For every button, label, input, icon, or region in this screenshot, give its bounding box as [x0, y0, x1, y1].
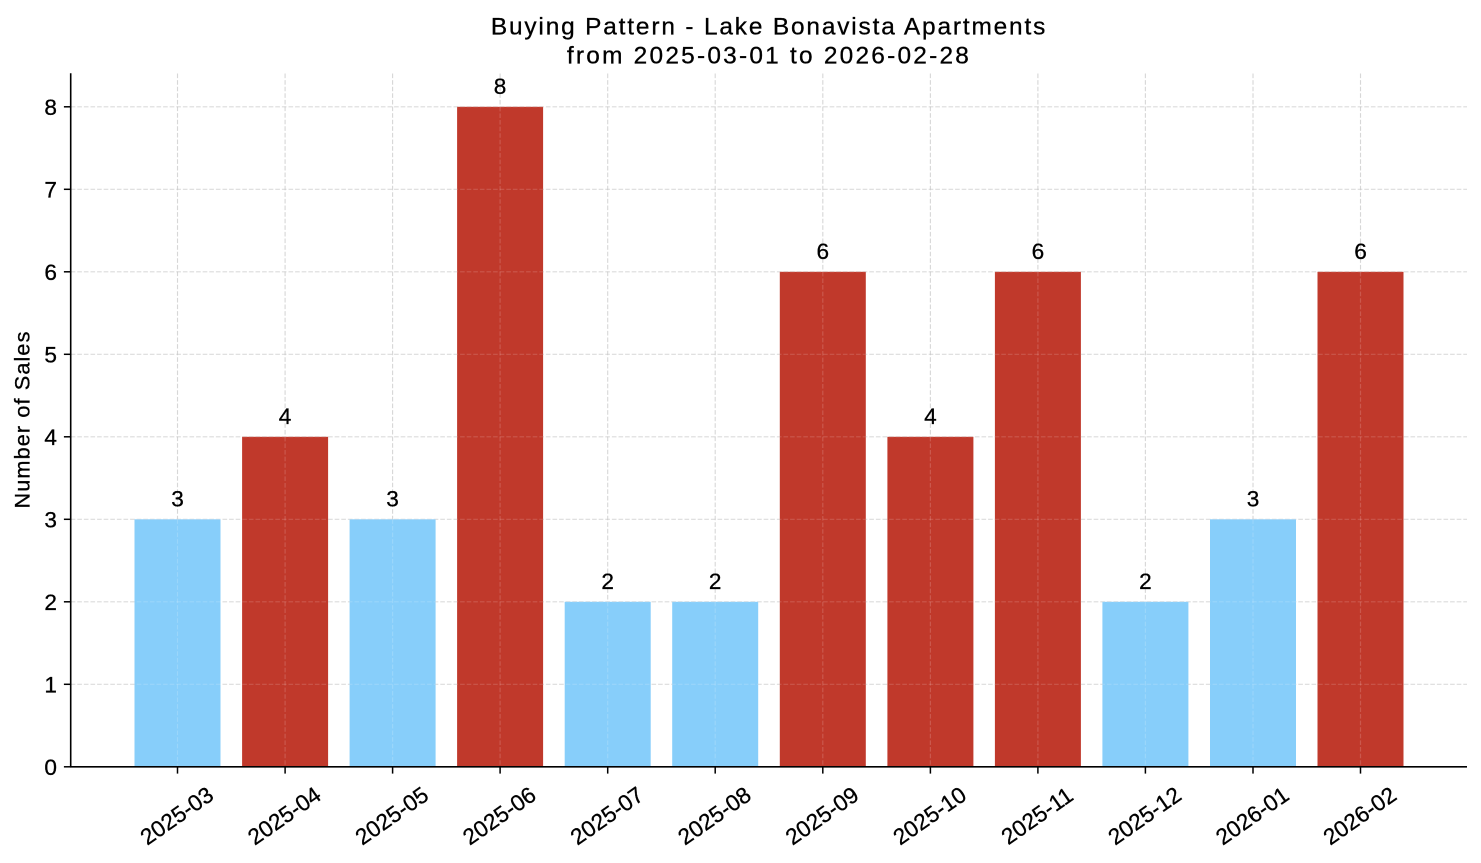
svg-text:from 2025-03-01 to 2026-02-28: from 2025-03-01 to 2026-02-28 [567, 43, 971, 70]
svg-text:2: 2 [601, 569, 614, 594]
svg-text:6: 6 [1354, 239, 1367, 264]
svg-text:7: 7 [44, 177, 57, 202]
svg-text:2: 2 [44, 590, 57, 615]
svg-text:2: 2 [709, 569, 722, 594]
svg-text:3: 3 [44, 507, 57, 532]
svg-text:0: 0 [44, 755, 57, 780]
svg-text:Number of Sales: Number of Sales [10, 330, 35, 508]
svg-text:6: 6 [1032, 239, 1045, 264]
svg-text:1: 1 [44, 672, 57, 697]
svg-text:3: 3 [1247, 486, 1260, 511]
svg-text:8: 8 [44, 95, 57, 120]
svg-text:4: 4 [924, 404, 937, 429]
svg-text:2: 2 [1139, 569, 1152, 594]
svg-text:6: 6 [817, 239, 830, 264]
svg-text:6: 6 [44, 260, 57, 285]
svg-text:8: 8 [494, 74, 507, 99]
svg-text:4: 4 [44, 425, 57, 450]
svg-text:5: 5 [44, 342, 57, 367]
svg-text:3: 3 [386, 486, 399, 511]
svg-text:Buying Pattern - Lake Bonavist: Buying Pattern - Lake Bonavista Apartmen… [491, 13, 1047, 40]
svg-text:4: 4 [279, 404, 292, 429]
svg-text:3: 3 [171, 486, 184, 511]
